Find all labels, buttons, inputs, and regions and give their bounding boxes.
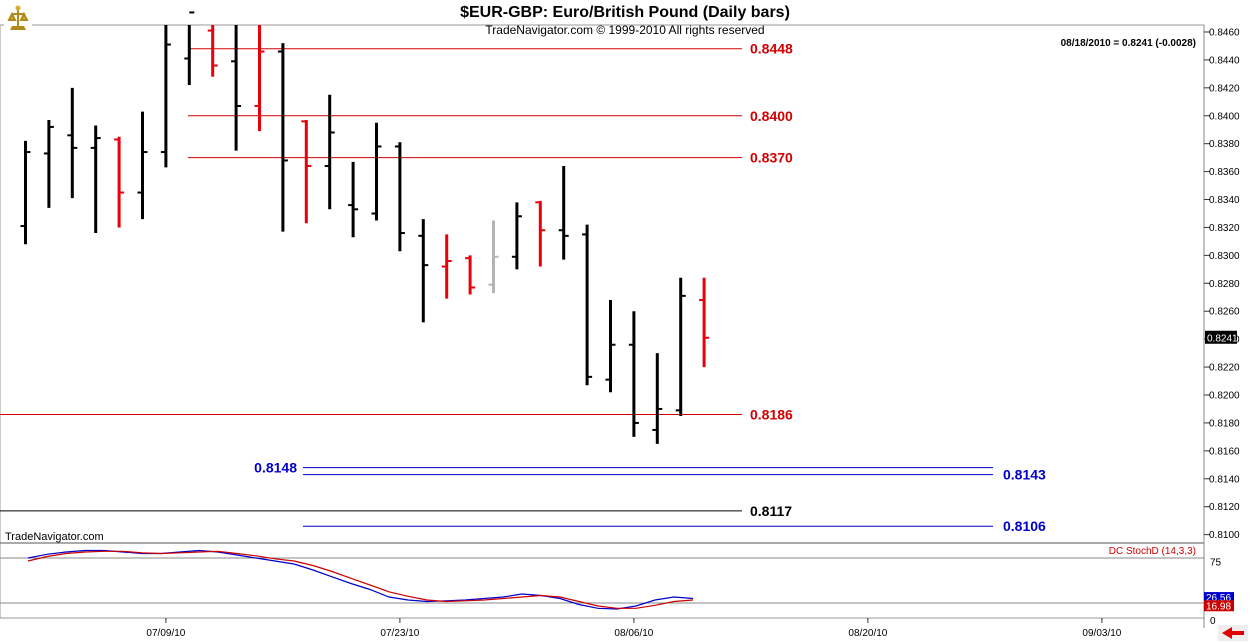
ohlc-bar (582, 224, 593, 386)
y-tick-label: 0.8200 (1209, 391, 1240, 402)
copyright-subtitle: TradeNavigator.com © 1999-2010 All right… (485, 23, 764, 37)
stochastic-k-tag (1204, 592, 1234, 604)
y-tick-label: 0.8120 (1209, 502, 1240, 513)
ohlc-bar (207, 25, 218, 77)
ohlc-bar (231, 25, 242, 151)
x-tick-label: 08/06/10 (614, 628, 653, 639)
price-readout: 08/18/2010 = 0.8241 (-0.0028) (1061, 38, 1196, 49)
ohlc-bar (301, 119, 312, 224)
ohlc-bar (699, 277, 710, 368)
level-label: 0.8400 (750, 108, 793, 124)
x-axis: 07/09/10 07/23/10 08/06/10 08/20/10 09/03/10 (146, 618, 1122, 639)
ohlc-bar (43, 119, 54, 208)
ohlc-bar (160, 25, 171, 168)
y-tick-label: 0.8460 (1209, 27, 1240, 38)
y-tick-label: 0.8140 (1209, 474, 1240, 485)
stochastic-series-line (27, 549, 694, 610)
stochastic-k-value: 26.56 (1206, 593, 1231, 604)
ohlc-bar (114, 136, 125, 228)
ohlc-bar (324, 94, 335, 210)
watermark-label: TradeNavigator.com (5, 531, 104, 543)
ohlc-bar (348, 161, 359, 238)
x-tick-label: 07/23/10 (380, 628, 419, 639)
y-tick-label: 0.8180 (1209, 418, 1240, 429)
y-tick-label: 0.8160 (1209, 446, 1240, 457)
ohlc-bar (558, 166, 569, 260)
ohlc-bar (465, 255, 476, 295)
ohlc-bar (371, 122, 382, 221)
x-tick-label: 09/03/10 (1082, 628, 1121, 639)
ohlc-bar (20, 140, 31, 245)
x-tick-label: 08/20/10 (848, 628, 887, 639)
last-price-tag: 0.8241 (1205, 330, 1238, 344)
tradenavigator-logo-icon (4, 4, 32, 34)
stochastic-d-value: 16.98 (1206, 601, 1231, 612)
ohlc-bar (675, 277, 686, 416)
ohlc-bar (535, 200, 546, 267)
y-tick-label: 0.8260 (1209, 307, 1240, 318)
ohlc-bar (488, 220, 499, 294)
x-tick-label: 07/09/10 (146, 628, 185, 639)
y-tick-label: 0.8300 (1209, 251, 1240, 262)
level-label: 0.8106 (1003, 518, 1046, 534)
y-tick-label: 0.8100 (1209, 530, 1240, 541)
ohlc-bar (628, 311, 639, 437)
ohlc-bar (184, 11, 195, 86)
stochastic-series-line (27, 550, 694, 609)
ohlc-bar (441, 234, 452, 299)
chart-title: $EUR-GBP: Euro/British Pound (Daily bars… (460, 4, 790, 21)
stochastic-title: DC StochD (14,3,3) (1109, 546, 1196, 557)
y-tick-label: 0.8440 (1209, 55, 1240, 66)
stochastic-d-tag (1204, 600, 1234, 612)
y-tick-label: 0.8280 (1209, 279, 1240, 290)
ohlc-bar (137, 111, 148, 220)
last-price-label: 0.8241 (1207, 333, 1238, 344)
y-tick-label: 0.8420 (1209, 83, 1240, 94)
level-label: 0.8148 (254, 460, 297, 476)
ohlc-bar (418, 219, 429, 323)
level-label: 0.8143 (1003, 467, 1046, 483)
ohlc-bar (394, 142, 405, 252)
ohlc-bar (605, 300, 616, 393)
ohlc-bar (511, 202, 522, 270)
level-label: 0.8370 (750, 150, 793, 166)
y-tick-label: 0.8340 (1209, 195, 1240, 206)
y-tick-label: 0.8320 (1209, 223, 1240, 234)
scroll-left-arrow-icon[interactable] (1218, 625, 1248, 641)
y-tick-label: 0.8400 (1209, 111, 1240, 122)
stochastic-zero-label: 0 (1210, 616, 1216, 627)
level-label: 0.8186 (750, 407, 793, 423)
y-tick-label: 0.8220 (1209, 363, 1240, 374)
bars-layer (20, 11, 710, 444)
ohlc-bar (67, 87, 78, 199)
ohlc-bar (277, 43, 288, 232)
ohlc-bar (254, 25, 265, 132)
ohlc-bar (90, 125, 101, 234)
level-label: 0.8448 (750, 41, 793, 57)
y-axis: 0.8460 0.8440 0.8420 0.8400 0.8380 0.8360 0.83… (1204, 27, 1240, 541)
y-tick-label: 0.8360 (1209, 167, 1240, 178)
stochastic-y-tick: 75 (1210, 557, 1222, 568)
plot-frame (0, 24, 1205, 619)
y-tick-label: 0.8380 (1209, 139, 1240, 150)
level-label: 0.8117 (750, 503, 792, 519)
ohlc-bar (652, 353, 663, 444)
levels-layer: 0.8448 0.8400 0.8370 0.8186 0.8148 0.8143 0.81… (0, 41, 1046, 534)
